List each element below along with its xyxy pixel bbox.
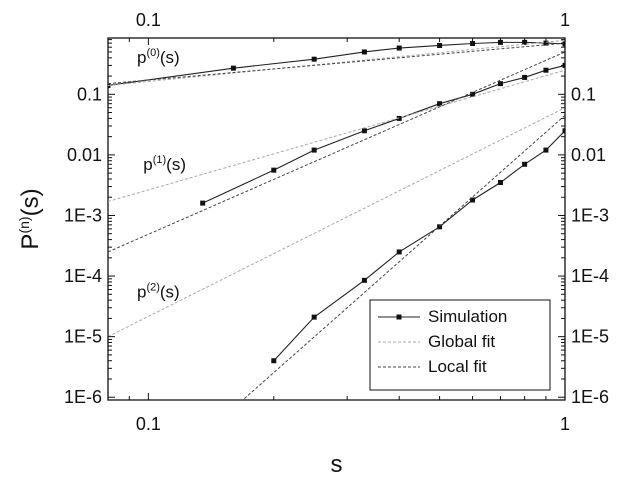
curve-label-main: p [143, 155, 152, 174]
curve-label-main: p [137, 283, 146, 302]
series-global-fit-4 [108, 69, 565, 202]
data-point-simulation-2-7 [522, 161, 528, 167]
y-tick-label-left: 0.01 [67, 145, 102, 165]
curve-label-sup: (0) [146, 47, 159, 59]
x-axis-title: s [331, 451, 343, 478]
plot-frame [107, 37, 566, 401]
series-simulation-2 [273, 130, 565, 362]
curve-label-main: p [137, 48, 146, 67]
data-point-simulation-1-0 [200, 200, 206, 206]
y-tick-label-right: 1E-3 [571, 205, 609, 225]
series-local-fit-8 [244, 114, 565, 399]
y-tick-label-right: 0.1 [571, 84, 596, 104]
data-point-simulation-1-4 [396, 115, 402, 121]
curve-label-tail: (s) [160, 48, 180, 67]
series-local-fit-6 [108, 42, 565, 85]
data-point-simulation-2-3 [396, 249, 402, 255]
y-axis-title: P(n)(s) [16, 188, 44, 249]
data-point-simulation-1-9 [543, 67, 549, 73]
y-axis-title-sup: (n) [16, 216, 32, 233]
data-point-simulation-2-4 [437, 224, 443, 230]
data-point-simulation-2-9 [562, 128, 565, 134]
y-axis-title-main: P [17, 234, 44, 250]
data-point-simulation-0-10 [562, 41, 565, 47]
series-layer [108, 39, 565, 399]
series-global-fit-5 [108, 107, 565, 338]
annotation-layer: p(0)(s)p(1)(s)p(2)(s) [137, 47, 186, 302]
data-point-simulation-2-8 [543, 147, 549, 153]
data-point-simulation-0-8 [522, 39, 528, 45]
data-point-simulation-1-6 [470, 91, 476, 97]
curve-label-1: p(1)(s) [143, 154, 186, 174]
data-point-simulation-0-7 [497, 39, 503, 45]
legend-label-1: Global fit [428, 332, 495, 351]
data-point-simulation-0-5 [437, 42, 443, 48]
series-global-fit-3 [108, 39, 565, 86]
x-tick-label-bottom: 0.1 [136, 414, 161, 434]
curve-label-sup: (1) [153, 154, 166, 166]
data-point-simulation-0-1 [230, 65, 236, 71]
data-point-simulation-1-7 [497, 81, 503, 87]
series-simulation-1 [202, 64, 565, 204]
series-local-fit-7 [108, 51, 565, 253]
data-point-simulation-1-1 [271, 167, 277, 173]
data-point-simulation-2-0 [271, 358, 277, 364]
data-point-simulation-1-5 [437, 101, 443, 107]
y-tick-label-right: 1E-5 [571, 327, 609, 347]
legend-label-0: Simulation [428, 307, 507, 326]
data-point-simulation-0-2 [311, 56, 317, 62]
y-tick-label-left: 0.1 [77, 84, 102, 104]
y-tick-label-left: 1E-6 [64, 387, 102, 407]
y-tick-label-left: 1E-4 [64, 266, 102, 286]
y-tick-label-right: 1E-4 [571, 266, 609, 286]
data-point-simulation-0-3 [361, 49, 367, 55]
data-point-simulation-0-9 [543, 40, 549, 46]
data-point-simulation-2-5 [470, 197, 476, 203]
y-tick-label-left: 1E-3 [64, 205, 102, 225]
curve-label-2: p(2)(s) [137, 282, 180, 302]
curve-label-tail: (s) [166, 155, 186, 174]
tick-layer: 0.1 0.1 1 1 0.1 0.1 0.01 0.01 1E-3 1E-3 1E-4 1E-4 1E… [64, 10, 609, 434]
data-point-simulation-0-6 [470, 40, 476, 46]
data-point-simulation-1-3 [361, 128, 367, 134]
x-tick-label-top: 1 [560, 10, 570, 30]
y-axis-title-tail: (s) [17, 188, 44, 216]
data-point-simulation-2-2 [361, 277, 367, 283]
y-tick-label-right: 1E-6 [571, 387, 609, 407]
legend-marker-0 [396, 314, 402, 320]
y-tick-label-right: 0.01 [571, 145, 606, 165]
curve-label-tail: (s) [160, 283, 180, 302]
data-point-simulation-1-8 [522, 74, 528, 80]
legend-label-2: Local fit [428, 357, 487, 376]
curve-label-sup: (2) [146, 282, 159, 294]
x-tick-label-bottom: 1 [560, 414, 570, 434]
y-tick-label-left: 1E-5 [64, 327, 102, 347]
data-point-simulation-2-1 [311, 314, 317, 320]
data-point-simulation-1-2 [311, 147, 317, 153]
data-point-simulation-0-4 [396, 45, 402, 51]
curve-label-0: p(0)(s) [137, 47, 180, 67]
x-tick-label-top: 0.1 [136, 10, 161, 30]
legend: Simulation Global fit Local fit [369, 299, 551, 391]
data-point-simulation-2-6 [497, 180, 503, 186]
